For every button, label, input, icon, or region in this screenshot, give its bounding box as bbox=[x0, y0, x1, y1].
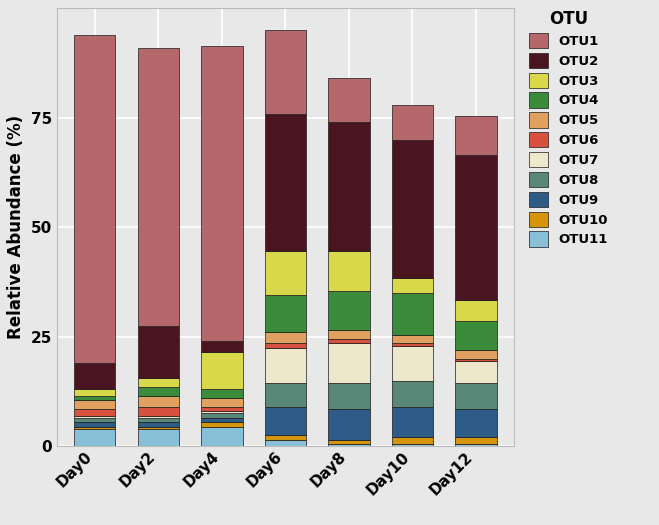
Bar bbox=[455, 444, 496, 446]
Bar bbox=[74, 426, 115, 429]
Bar bbox=[455, 116, 496, 155]
Bar bbox=[328, 339, 370, 343]
Bar bbox=[455, 409, 496, 437]
Bar bbox=[265, 295, 306, 332]
Bar bbox=[74, 363, 115, 390]
Bar bbox=[138, 418, 179, 422]
Bar bbox=[74, 422, 115, 426]
Bar bbox=[391, 140, 433, 278]
Bar bbox=[74, 35, 115, 363]
Bar bbox=[265, 343, 306, 348]
Bar bbox=[265, 407, 306, 435]
Bar bbox=[201, 398, 243, 407]
Bar bbox=[138, 407, 179, 416]
Bar bbox=[328, 78, 370, 122]
Bar bbox=[138, 48, 179, 326]
Y-axis label: Relative Abundance (%): Relative Abundance (%) bbox=[7, 116, 25, 339]
Bar bbox=[265, 113, 306, 251]
Bar bbox=[201, 407, 243, 411]
Bar bbox=[328, 439, 370, 444]
Bar bbox=[328, 444, 370, 446]
Bar bbox=[265, 435, 306, 439]
Bar bbox=[74, 409, 115, 416]
Bar bbox=[265, 348, 306, 383]
Bar bbox=[328, 343, 370, 383]
Bar bbox=[138, 387, 179, 396]
Bar bbox=[391, 345, 433, 381]
Bar bbox=[328, 251, 370, 291]
Bar bbox=[455, 383, 496, 409]
Bar bbox=[455, 300, 496, 321]
Bar bbox=[328, 330, 370, 339]
Bar bbox=[391, 293, 433, 334]
Bar bbox=[138, 422, 179, 426]
Bar bbox=[201, 413, 243, 418]
Bar bbox=[265, 383, 306, 407]
Bar bbox=[138, 429, 179, 446]
Bar bbox=[455, 359, 496, 361]
Bar bbox=[328, 409, 370, 439]
Bar bbox=[74, 396, 115, 400]
Bar bbox=[201, 426, 243, 446]
Bar bbox=[391, 381, 433, 407]
Legend: OTU1, OTU2, OTU3, OTU4, OTU5, OTU6, OTU7, OTU8, OTU9, OTU10, OTU11: OTU1, OTU2, OTU3, OTU4, OTU5, OTU6, OTU7… bbox=[525, 6, 612, 250]
Bar bbox=[74, 390, 115, 396]
Bar bbox=[328, 383, 370, 409]
Bar bbox=[201, 390, 243, 398]
Bar bbox=[455, 155, 496, 300]
Bar bbox=[74, 429, 115, 446]
Bar bbox=[455, 361, 496, 383]
Bar bbox=[265, 439, 306, 446]
Bar bbox=[201, 46, 243, 341]
Bar bbox=[391, 343, 433, 345]
Bar bbox=[201, 422, 243, 426]
Bar bbox=[74, 416, 115, 418]
Bar bbox=[265, 30, 306, 113]
Bar bbox=[391, 444, 433, 446]
Bar bbox=[455, 437, 496, 444]
Bar bbox=[138, 379, 179, 387]
Bar bbox=[138, 426, 179, 429]
Bar bbox=[201, 411, 243, 413]
Bar bbox=[328, 291, 370, 330]
Bar bbox=[201, 341, 243, 352]
Bar bbox=[391, 278, 433, 293]
Bar bbox=[391, 437, 433, 444]
Bar bbox=[201, 418, 243, 422]
Bar bbox=[265, 332, 306, 343]
Bar bbox=[455, 350, 496, 359]
Bar bbox=[391, 334, 433, 343]
Bar bbox=[74, 400, 115, 409]
Bar bbox=[265, 251, 306, 295]
Bar bbox=[328, 122, 370, 251]
Bar bbox=[391, 407, 433, 437]
Bar bbox=[138, 416, 179, 418]
Bar bbox=[391, 105, 433, 140]
Bar bbox=[74, 418, 115, 422]
Bar bbox=[138, 396, 179, 407]
Bar bbox=[138, 326, 179, 379]
Bar bbox=[201, 352, 243, 390]
Bar bbox=[455, 321, 496, 350]
